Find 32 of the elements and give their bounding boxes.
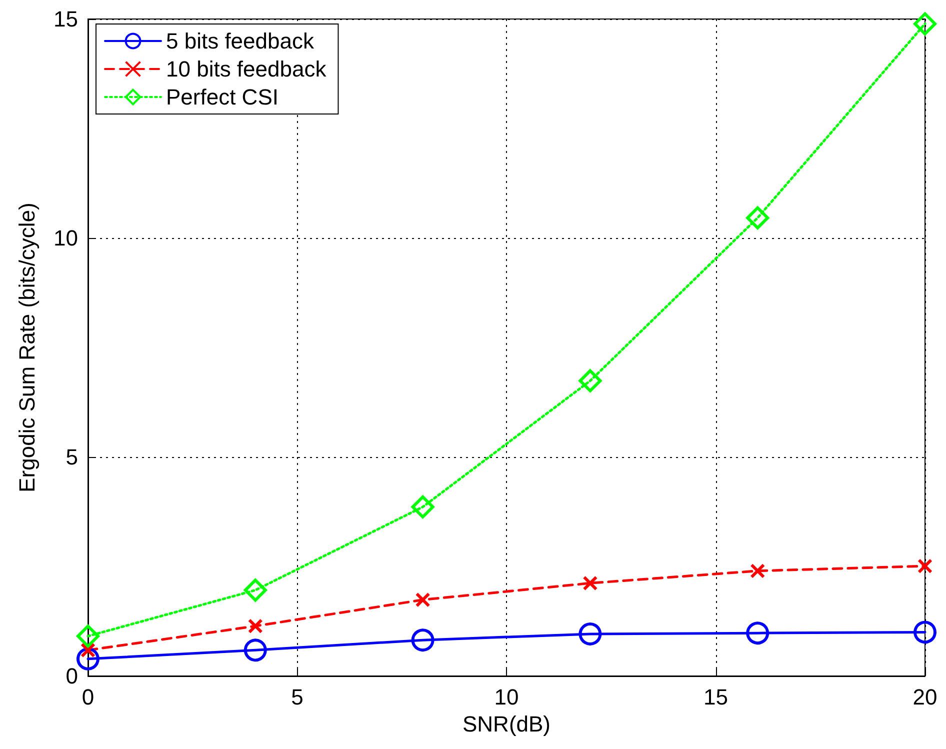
x-tick-label: 15 (704, 684, 728, 710)
point (415, 592, 430, 608)
legend-label: 10 bits feedback (166, 56, 328, 82)
point (76, 624, 100, 648)
point (914, 12, 936, 36)
point (248, 618, 263, 634)
point (80, 642, 96, 658)
point (914, 620, 936, 644)
point (578, 369, 602, 392)
point (746, 622, 770, 645)
point (918, 558, 932, 574)
y-tick-label: 5 (66, 444, 78, 470)
point (76, 647, 100, 670)
point (746, 206, 770, 230)
point (244, 638, 267, 662)
y-axis-title: Ergodic Sum Rate (bits/cycle) (14, 202, 40, 492)
legend-label: Perfect CSI (166, 84, 278, 110)
point (411, 628, 434, 652)
point (750, 563, 766, 578)
point (582, 576, 598, 591)
x-tick-label: 0 (82, 684, 94, 710)
point (578, 622, 602, 646)
y-tick-label: 10 (54, 226, 78, 250)
y-tick-label: 0 (66, 664, 78, 688)
x-tick-label: 20 (912, 684, 938, 710)
y-tick-label: 15 (54, 6, 78, 32)
point (411, 495, 434, 518)
x-axis-title: SNR(dB) (462, 711, 551, 736)
x-tick-label: 5 (291, 684, 304, 710)
point (244, 578, 267, 602)
legend-label: 5 bits feedback (166, 28, 315, 54)
x-tick-label: 10 (494, 684, 519, 710)
